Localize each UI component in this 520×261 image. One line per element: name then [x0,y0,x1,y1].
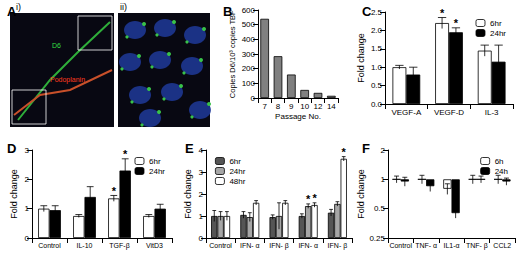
svg-text:Control: Control [209,242,232,249]
svg-text:1: 1 [199,212,204,221]
svg-text:6hr: 6hr [229,157,241,166]
svg-text:IFN- β: IFN- β [328,242,348,250]
svg-text:*: * [342,146,347,158]
svg-text:TNF- α: TNF- α [415,242,437,249]
svg-text:6hr: 6hr [490,19,502,28]
svg-text:Control: Control [38,242,61,249]
svg-text:4: 4 [199,146,204,155]
svg-text:6hr: 6hr [149,157,161,166]
svg-text:IL-3: IL-3 [485,108,499,117]
svg-text:i): i) [16,2,21,12]
svg-text:IL1-α: IL1-α [443,242,459,249]
svg-text:VEGF-D: VEGF-D [434,108,464,117]
svg-text:*: * [306,193,311,205]
svg-text:400: 400 [242,35,256,44]
svg-text:VEGF-A: VEGF-A [391,108,421,117]
svg-text:*: * [312,192,317,204]
svg-text:0: 0 [251,94,256,103]
svg-text:2.0: 2.0 [371,26,383,35]
svg-text:1.5: 1.5 [371,44,383,53]
svg-text:C: C [362,4,372,19]
svg-text:0.5: 0.5 [374,204,386,213]
svg-text:600: 600 [242,6,256,15]
svg-text:E: E [185,141,194,156]
svg-text:Fold change: Fold change [356,33,366,83]
svg-text:IL-10: IL-10 [77,242,93,249]
svg-text:2.5: 2.5 [371,8,383,17]
svg-text:1.0: 1.0 [371,63,383,72]
svg-text:9: 9 [289,102,294,111]
svg-text:Passage No.: Passage No. [275,112,321,121]
svg-text:*: * [440,7,445,19]
svg-text:8: 8 [276,102,281,111]
svg-text:300: 300 [242,50,256,59]
svg-text:24hr: 24hr [149,167,165,176]
svg-text:D: D [7,141,16,156]
svg-text:Control: Control [389,242,412,249]
svg-text:2: 2 [381,146,386,155]
svg-text:1: 1 [25,204,30,213]
svg-text:IFN- α: IFN- α [298,242,318,249]
svg-text:48hr: 48hr [229,177,245,186]
svg-text:2: 2 [199,190,204,199]
svg-text:24hr: 24hr [229,167,245,176]
svg-text:F: F [362,141,370,156]
svg-text:A: A [7,4,17,19]
svg-text:14: 14 [327,102,336,111]
svg-text:6h: 6h [495,157,504,166]
svg-text:24hr: 24hr [490,29,506,38]
svg-text:IFN- α: IFN- α [240,242,260,249]
svg-text:Fold change: Fold change [9,169,19,219]
svg-text:24h: 24h [495,167,508,176]
svg-text:CCL2: CCL2 [493,242,511,249]
svg-text:3: 3 [25,146,30,155]
svg-text:Podoplanin: Podoplanin [50,76,85,84]
svg-text:*: * [454,17,459,29]
svg-text:7: 7 [262,102,267,111]
svg-text:0: 0 [25,234,30,243]
svg-text:10: 10 [300,102,309,111]
svg-text:200: 200 [242,64,256,73]
svg-text:B: B [223,4,232,19]
svg-text:0: 0 [199,234,204,243]
svg-text:TNF- β: TNF- β [466,242,488,250]
svg-text:IFN- β: IFN- β [269,242,289,250]
svg-text:12: 12 [314,102,323,111]
svg-text:2: 2 [25,175,30,184]
svg-text:3: 3 [199,168,204,177]
svg-text:0.0: 0.0 [371,100,383,109]
svg-text:*: * [123,148,128,160]
svg-text:500: 500 [242,20,256,29]
svg-text:100: 100 [242,79,256,88]
svg-text:Fold change: Fold change [183,169,193,219]
svg-text:TGF-β: TGF-β [109,242,129,250]
svg-text:1: 1 [381,175,386,184]
svg-text:Copies D6/10³ copies TBP: Copies D6/10³ copies TBP [228,10,237,98]
svg-text:D6: D6 [52,42,61,49]
svg-text:0.5: 0.5 [371,81,383,90]
svg-text:0.25: 0.25 [369,234,385,243]
svg-text:ii): ii) [120,2,127,12]
svg-text:*: * [453,198,458,210]
svg-text:*: * [112,185,117,197]
svg-text:Fold change: Fold change [356,169,366,219]
svg-text:VitD3: VitD3 [146,242,163,249]
